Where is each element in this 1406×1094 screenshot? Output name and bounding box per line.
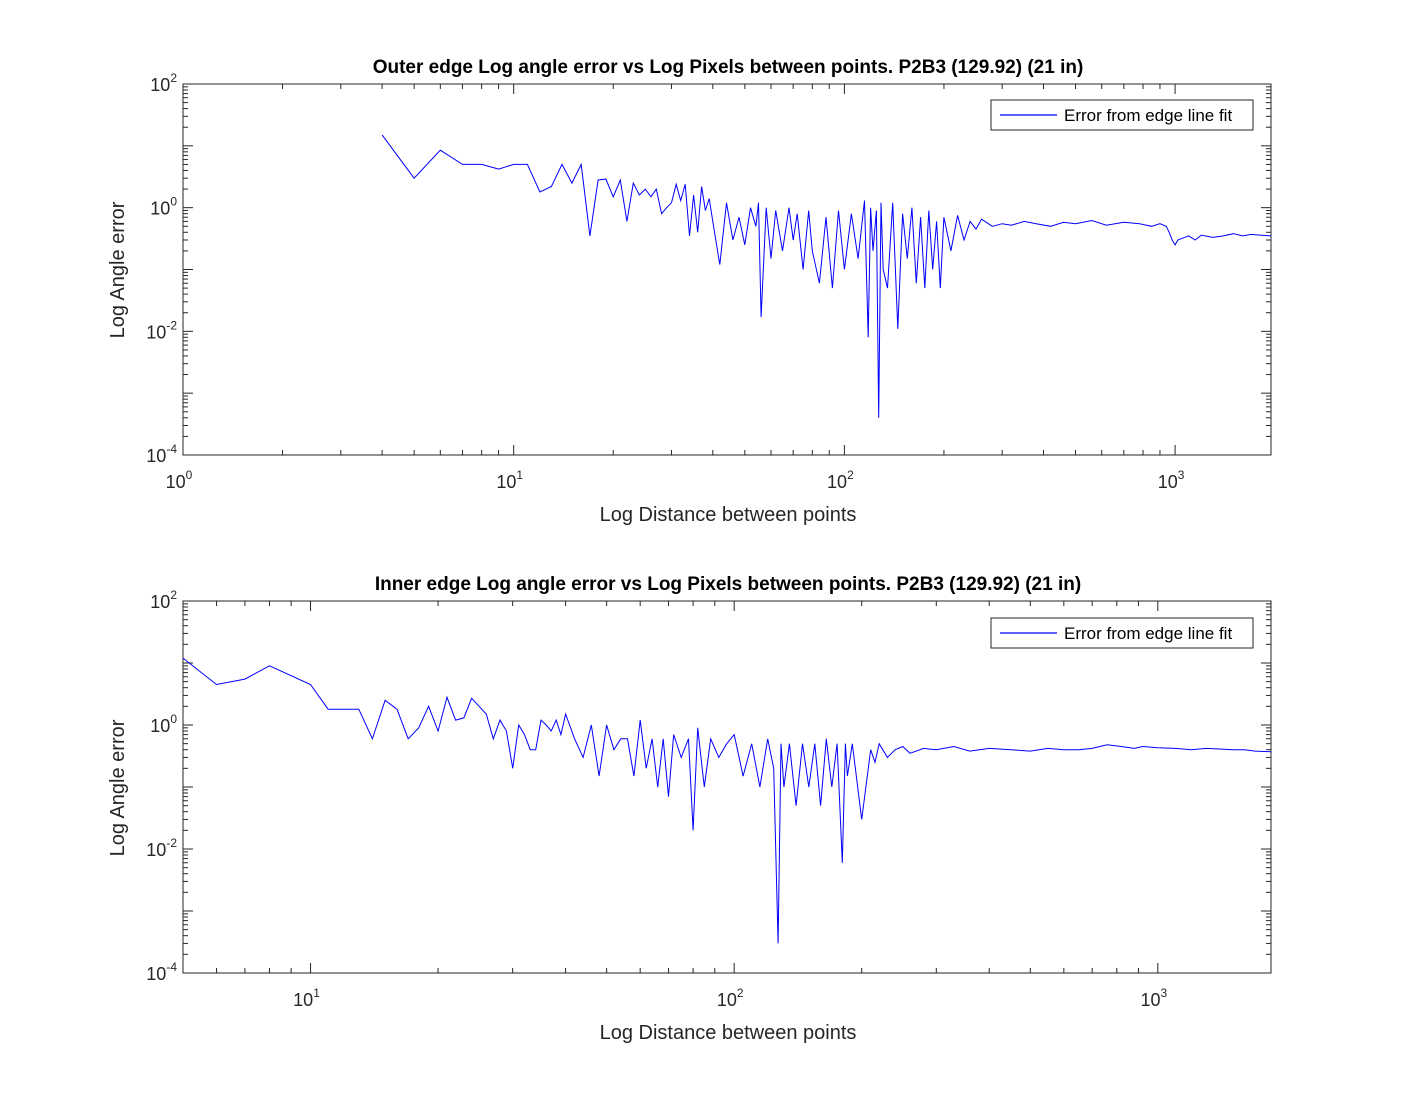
y-tick-label: 100: [150, 712, 177, 736]
subplot-outer-edge: Outer edge Log angle error vs Log Pixels…: [107, 57, 1272, 526]
x-tick-label: 101: [293, 986, 320, 1010]
legend-entry-inner: Error from edge line fit: [1064, 624, 1232, 643]
x-tick-label: 103: [1158, 468, 1185, 492]
y-tick-label: 10-4: [146, 442, 177, 466]
x-axis-label-inner: Log Distance between points: [600, 1022, 857, 1044]
y-tick-label: 10-2: [146, 836, 177, 860]
legend-outer: Error from edge line fit: [990, 99, 1254, 131]
y-axis-label-inner: Log Angle error: [107, 719, 129, 856]
legend-entry-outer: Error from edge line fit: [1064, 106, 1232, 125]
legend-inner: Error from edge line fit: [990, 617, 1254, 649]
y-minor-ticks: [183, 83, 1271, 456]
x-axis-label-outer: Log Distance between points: [600, 504, 857, 526]
plot-area-inner: 101 102 103 10-4 10-2 100 102: [146, 588, 1272, 1010]
y-minor-ticks: [183, 600, 1271, 974]
x-minor-ticks: [216, 601, 1139, 973]
x-minor-ticks: [282, 84, 1161, 455]
x-tick-label: 102: [717, 986, 744, 1010]
y-tick-label: 10-4: [146, 960, 177, 984]
y-tick-label: 100: [150, 195, 177, 219]
x-tick-label: 101: [496, 468, 523, 492]
x-tick-label: 100: [166, 468, 193, 492]
plot-area-outer: 100 101 102 103 10-4 10-2 100 102: [146, 71, 1272, 492]
x-tick-label: 103: [1140, 986, 1167, 1010]
y-tick-label: 102: [150, 71, 177, 95]
y-tick-label: 10-2: [146, 318, 177, 342]
series-line: [381, 134, 1272, 418]
chart-title-inner: Inner edge Log angle error vs Log Pixels…: [375, 574, 1081, 595]
subplot-inner-edge: Inner edge Log angle error vs Log Pixels…: [107, 574, 1272, 1044]
chart-title-outer: Outer edge Log angle error vs Log Pixels…: [373, 57, 1084, 78]
y-tick-label: 102: [150, 588, 177, 612]
y-axis-label-outer: Log Angle error: [107, 201, 129, 338]
series-line: [182, 657, 1272, 944]
x-tick-label: 102: [827, 468, 854, 492]
